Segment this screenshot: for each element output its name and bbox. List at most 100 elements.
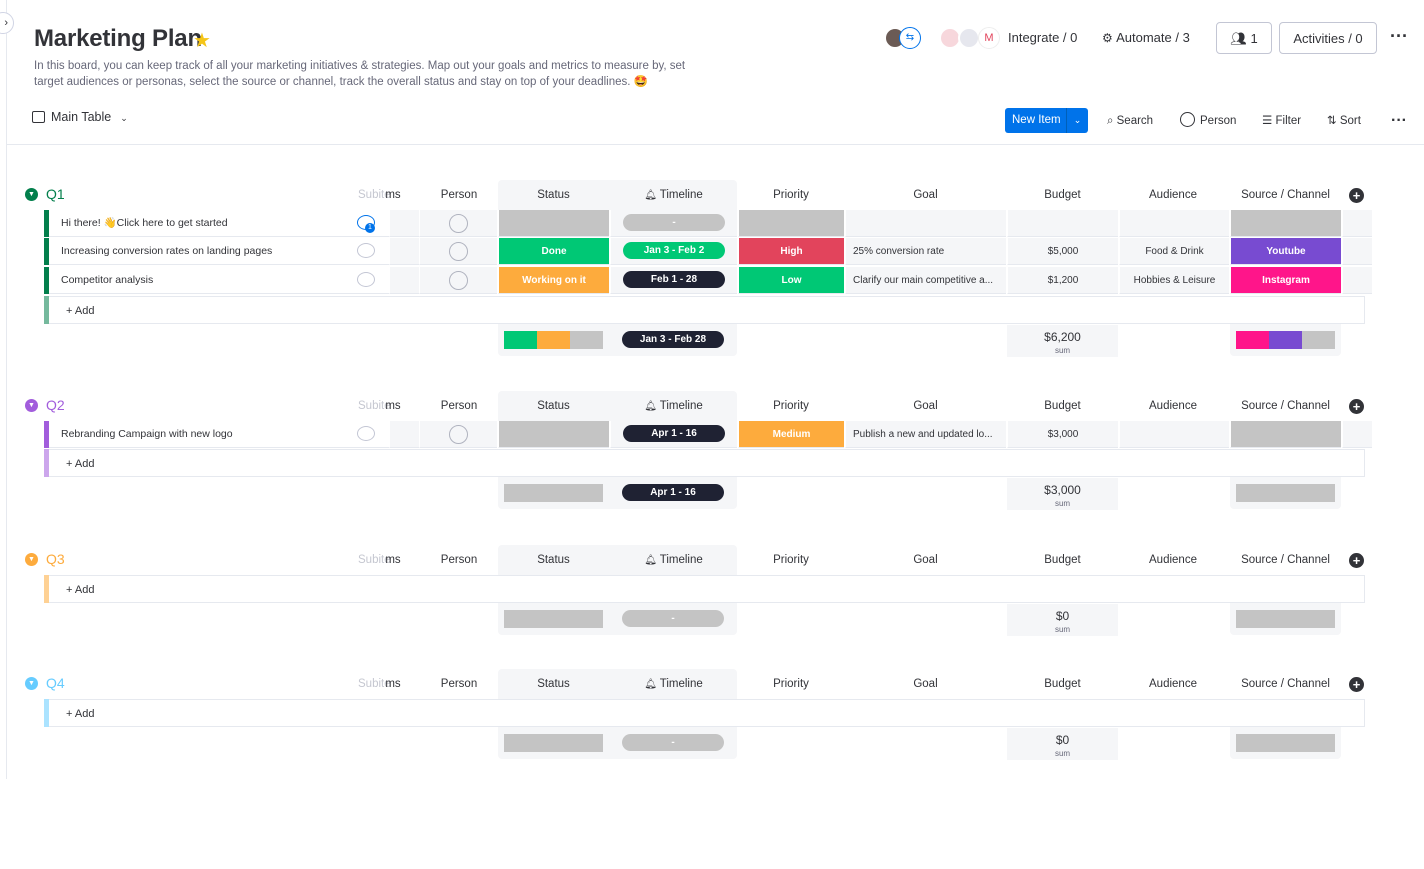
column-header-status[interactable]: Status — [498, 669, 609, 699]
column-header-priority[interactable]: Priority — [738, 669, 844, 699]
column-header-budget[interactable]: Budget — [1007, 545, 1118, 575]
goal-cell[interactable] — [845, 210, 1006, 237]
column-header-subitems[interactable]: ms — [378, 545, 408, 575]
budget-cell[interactable] — [1007, 210, 1118, 237]
sort-button[interactable]: ⇅ Sort — [1327, 112, 1361, 130]
column-header-person[interactable]: Person — [420, 391, 498, 421]
column-header-subitems[interactable]: ms — [378, 180, 408, 210]
source-cell[interactable] — [1230, 421, 1341, 448]
column-header-timeline[interactable]: 🔔︎ Timeline — [610, 180, 737, 210]
column-header-source[interactable]: Source / Channel — [1230, 669, 1341, 699]
activities-button[interactable]: Activities / 0 — [1279, 22, 1377, 54]
column-header-status[interactable]: Status — [498, 391, 609, 421]
add-column-button[interactable]: + — [1349, 188, 1364, 203]
add-item-row[interactable]: + Add — [44, 575, 1372, 603]
audience-cell[interactable]: Food & Drink — [1119, 238, 1229, 265]
timeline-cell[interactable]: Feb 1 - 28 — [610, 267, 737, 294]
group-collapse-toggle-icon[interactable]: ▼ — [25, 188, 38, 201]
column-header-status[interactable]: Status — [498, 545, 609, 575]
column-header-priority[interactable]: Priority — [738, 545, 844, 575]
updates-bubble-icon[interactable] — [357, 272, 375, 287]
subitems-cell[interactable] — [389, 267, 419, 294]
timeline-pill[interactable]: - — [623, 214, 725, 231]
integration-avatar[interactable]: ⇆ — [899, 27, 921, 49]
item-name[interactable]: Increasing conversion rates on landing p… — [49, 238, 389, 265]
column-header-budget[interactable]: Budget — [1007, 391, 1118, 421]
person-cell[interactable] — [419, 238, 497, 265]
person-cell[interactable] — [419, 267, 497, 294]
goal-cell[interactable]: 25% conversion rate — [845, 238, 1006, 265]
add-column-button[interactable]: + — [1349, 677, 1364, 692]
audience-cell[interactable]: Hobbies & Leisure — [1119, 267, 1229, 294]
column-header-audience[interactable]: Audience — [1118, 180, 1228, 210]
item-name[interactable]: Hi there! 👋Click here to get started — [49, 210, 389, 237]
column-header-audience[interactable]: Audience — [1118, 545, 1228, 575]
group-collapse-toggle-icon[interactable]: ▼ — [25, 399, 38, 412]
add-item-row[interactable]: + Add — [44, 449, 1372, 477]
new-item-dropdown-icon[interactable]: ⌄ — [1066, 108, 1088, 133]
status-cell[interactable] — [498, 210, 609, 237]
status-cell[interactable] — [498, 421, 609, 448]
subitems-cell[interactable] — [389, 238, 419, 265]
timeline-cell[interactable]: Apr 1 - 16 — [610, 421, 737, 448]
add-column-button[interactable]: + — [1349, 399, 1364, 414]
timeline-pill[interactable]: Apr 1 - 16 — [623, 425, 725, 442]
priority-cell[interactable]: High — [738, 238, 844, 265]
column-header-goal[interactable]: Goal — [845, 545, 1006, 575]
column-header-timeline[interactable]: 🔔︎ Timeline — [610, 669, 737, 699]
person-cell[interactable] — [419, 210, 497, 237]
source-cell[interactable] — [1230, 210, 1341, 237]
add-item-input[interactable]: + Add — [49, 296, 1365, 324]
column-header-budget[interactable]: Budget — [1007, 669, 1118, 699]
item-name[interactable]: Competitor analysis — [49, 267, 389, 294]
table-row[interactable]: Increasing conversion rates on landing p… — [44, 238, 1372, 265]
new-item-button[interactable]: New Item ⌄ — [1005, 108, 1088, 133]
goal-cell[interactable]: Clarify our main competitive a... — [845, 267, 1006, 294]
add-item-input[interactable]: + Add — [49, 699, 1365, 727]
group-title[interactable]: Q3 — [46, 551, 65, 567]
column-header-person[interactable]: Person — [420, 545, 498, 575]
automate-button[interactable]: ⚙ Automate / 3 — [1102, 22, 1190, 54]
integrate-button[interactable]: Integrate / 0 — [1008, 30, 1078, 45]
add-column-button[interactable]: + — [1349, 553, 1364, 568]
person-placeholder-icon[interactable] — [449, 270, 468, 290]
timeline-pill[interactable]: Feb 1 - 28 — [623, 271, 725, 288]
group-title[interactable]: Q1 — [46, 186, 65, 202]
column-header-person[interactable]: Person — [420, 180, 498, 210]
source-cell[interactable]: Youtube — [1230, 238, 1341, 265]
person-cell[interactable] — [419, 421, 497, 448]
status-cell[interactable]: Working on it — [498, 267, 609, 294]
column-header-priority[interactable]: Priority — [738, 180, 844, 210]
column-header-goal[interactable]: Goal — [845, 669, 1006, 699]
person-filter-button[interactable]: Person — [1180, 112, 1236, 130]
column-header-audience[interactable]: Audience — [1118, 669, 1228, 699]
subitems-cell[interactable] — [389, 421, 419, 448]
audience-cell[interactable] — [1119, 210, 1229, 237]
add-item-row[interactable]: + Add — [44, 699, 1372, 727]
source-cell[interactable]: Instagram — [1230, 267, 1341, 294]
column-header-audience[interactable]: Audience — [1118, 391, 1228, 421]
priority-cell[interactable]: Medium — [738, 421, 844, 448]
column-header-person[interactable]: Person — [420, 669, 498, 699]
board-description[interactable]: In this board, you can keep track of all… — [34, 60, 686, 88]
board-more-menu-icon[interactable]: ··· — [1390, 26, 1408, 46]
column-header-subitems[interactable]: ms — [378, 391, 408, 421]
table-row[interactable]: Hi there! 👋Click here to get started 1 - — [44, 210, 1372, 237]
goal-cell[interactable]: Publish a new and updated lo... — [845, 421, 1006, 448]
group-title[interactable]: Q2 — [46, 397, 65, 413]
column-header-timeline[interactable]: 🔔︎ Timeline — [610, 391, 737, 421]
chevron-down-icon[interactable]: ⌄ — [120, 113, 128, 123]
timeline-pill[interactable]: Jan 3 - Feb 2 — [623, 242, 725, 259]
column-header-goal[interactable]: Goal — [845, 180, 1006, 210]
search-button[interactable]: ⌕ Search — [1107, 112, 1153, 130]
column-header-source[interactable]: Source / Channel — [1230, 180, 1341, 210]
timeline-cell[interactable]: - — [610, 210, 737, 237]
audience-cell[interactable] — [1119, 421, 1229, 448]
view-tab-main-table[interactable]: Main Table ⌄ — [32, 110, 128, 130]
column-header-source[interactable]: Source / Channel — [1230, 391, 1341, 421]
person-placeholder-icon[interactable] — [449, 213, 468, 233]
add-item-input[interactable]: + Add — [49, 449, 1365, 477]
board-title[interactable]: Marketing Plan — [34, 25, 202, 52]
add-item-row[interactable]: + Add — [44, 296, 1372, 324]
column-header-priority[interactable]: Priority — [738, 391, 844, 421]
